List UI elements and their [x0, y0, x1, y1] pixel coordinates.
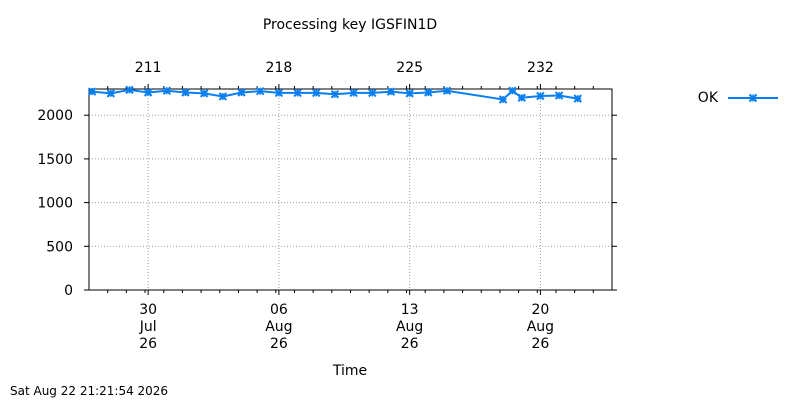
- x-axis-label: Time: [332, 363, 367, 379]
- x-tick-label: 26: [531, 336, 549, 352]
- data-point: [536, 91, 545, 101]
- data-point: [87, 87, 97, 96]
- data-point: [125, 85, 134, 95]
- data-point: [330, 90, 340, 99]
- data-point: [573, 94, 582, 103]
- y-tick-label: 1500: [37, 152, 73, 168]
- legend-label-ok: OK: [698, 90, 719, 106]
- data-point: [199, 89, 209, 98]
- legend-marker-ok: [748, 93, 758, 103]
- x-tick-label: 20: [531, 302, 549, 318]
- x-tick-label: Jul: [139, 319, 157, 335]
- x-tick-label: 13: [401, 302, 419, 318]
- data-point: [405, 89, 414, 98]
- axes: 050010001500200030Jul2606Aug2613Aug2620A…: [37, 60, 617, 352]
- footer-timestamp: Sat Aug 22 21:21:54 2026: [10, 384, 168, 398]
- data-point: [181, 88, 190, 97]
- y-tick-label: 0: [64, 283, 73, 299]
- data-point: [293, 88, 302, 98]
- data-point: [386, 87, 396, 96]
- data-point: [218, 92, 228, 101]
- data-point: [508, 86, 517, 95]
- x-tick-label: 26: [401, 336, 419, 352]
- data-point: [106, 89, 115, 98]
- x-tick-label: 26: [270, 336, 288, 352]
- data-point: [517, 93, 526, 102]
- y-tick-label: 500: [46, 239, 73, 255]
- x-tick-label: 30: [139, 302, 157, 318]
- grid: [89, 89, 612, 290]
- data-point: [312, 88, 321, 98]
- chart-title: Processing key IGSFIN1D: [263, 17, 437, 33]
- data-point: [442, 86, 452, 95]
- data-point: [368, 88, 377, 98]
- data-point: [162, 86, 172, 95]
- x-tick-label: 06: [270, 302, 288, 318]
- legend: OK: [698, 90, 778, 106]
- x-tick-label: Aug: [396, 319, 423, 335]
- x2-tick-label: 232: [527, 60, 554, 76]
- x-tick-label: 26: [139, 336, 157, 352]
- plot-frame: [88, 88, 613, 291]
- data-point: [424, 88, 433, 97]
- data-point: [349, 88, 358, 98]
- data-point: [274, 88, 284, 98]
- x2-tick-label: 218: [266, 60, 293, 76]
- y-tick-label: 1000: [37, 196, 73, 212]
- x-tick-label: Aug: [265, 319, 292, 335]
- data-point: [554, 91, 564, 100]
- data-point: [256, 86, 265, 96]
- data-point: [143, 88, 153, 97]
- data-point: [237, 88, 246, 97]
- y-tick-label: 2000: [37, 108, 73, 124]
- series-layer: [87, 85, 582, 104]
- x-tick-label: Aug: [527, 319, 554, 335]
- data-point: [498, 95, 508, 104]
- x2-tick-label: 211: [135, 60, 162, 76]
- x2-tick-label: 225: [396, 60, 423, 76]
- legend-marker-glyph: [748, 93, 758, 103]
